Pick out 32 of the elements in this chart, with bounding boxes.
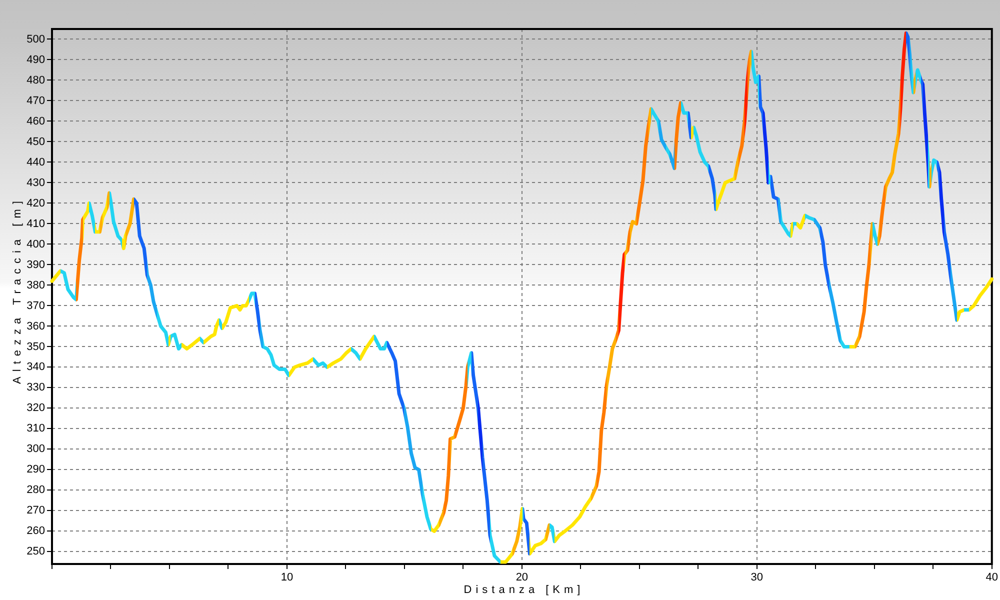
y-tick-label: 470 <box>26 94 45 107</box>
y-tick-label: 250 <box>26 546 45 558</box>
y-tick-label: 460 <box>26 115 45 128</box>
y-axis-title: Altezza Traccia [m] <box>12 196 24 384</box>
x-tick-label: 30 <box>750 572 764 584</box>
y-tick-label: 370 <box>26 300 45 312</box>
y-tick-label: 400 <box>26 238 45 250</box>
y-tick-label: 330 <box>26 382 45 394</box>
x-tick-label: 10 <box>280 572 294 584</box>
y-tick-label: 430 <box>26 176 45 189</box>
y-tick-label: 320 <box>26 402 45 414</box>
y-tick-label: 440 <box>26 156 45 168</box>
y-tick-label: 420 <box>26 197 45 210</box>
y-tick-label: 290 <box>26 464 45 476</box>
y-tick-label: 270 <box>26 504 45 517</box>
y-tick-label: 310 <box>26 422 45 435</box>
y-tick-label: 350 <box>26 340 45 353</box>
y-tick-label: 340 <box>26 361 45 374</box>
x-tick-label: 20 <box>516 572 528 584</box>
y-tick-label: 380 <box>26 279 45 292</box>
y-tick-label: 410 <box>26 218 45 230</box>
x-tick-label: 40 <box>986 572 998 584</box>
y-tick-label: 390 <box>26 258 45 271</box>
y-tick-label: 490 <box>26 54 45 66</box>
y-tick-label: 360 <box>26 320 45 332</box>
y-tick-label: 260 <box>26 525 45 538</box>
y-tick-label: 480 <box>26 74 45 86</box>
y-tick-label: 450 <box>26 136 45 148</box>
x-axis-title: Distanza [Km] <box>464 584 584 597</box>
y-tick-label: 300 <box>26 443 45 456</box>
y-tick-label: 500 <box>26 33 45 46</box>
y-tick-label: 280 <box>26 484 45 496</box>
